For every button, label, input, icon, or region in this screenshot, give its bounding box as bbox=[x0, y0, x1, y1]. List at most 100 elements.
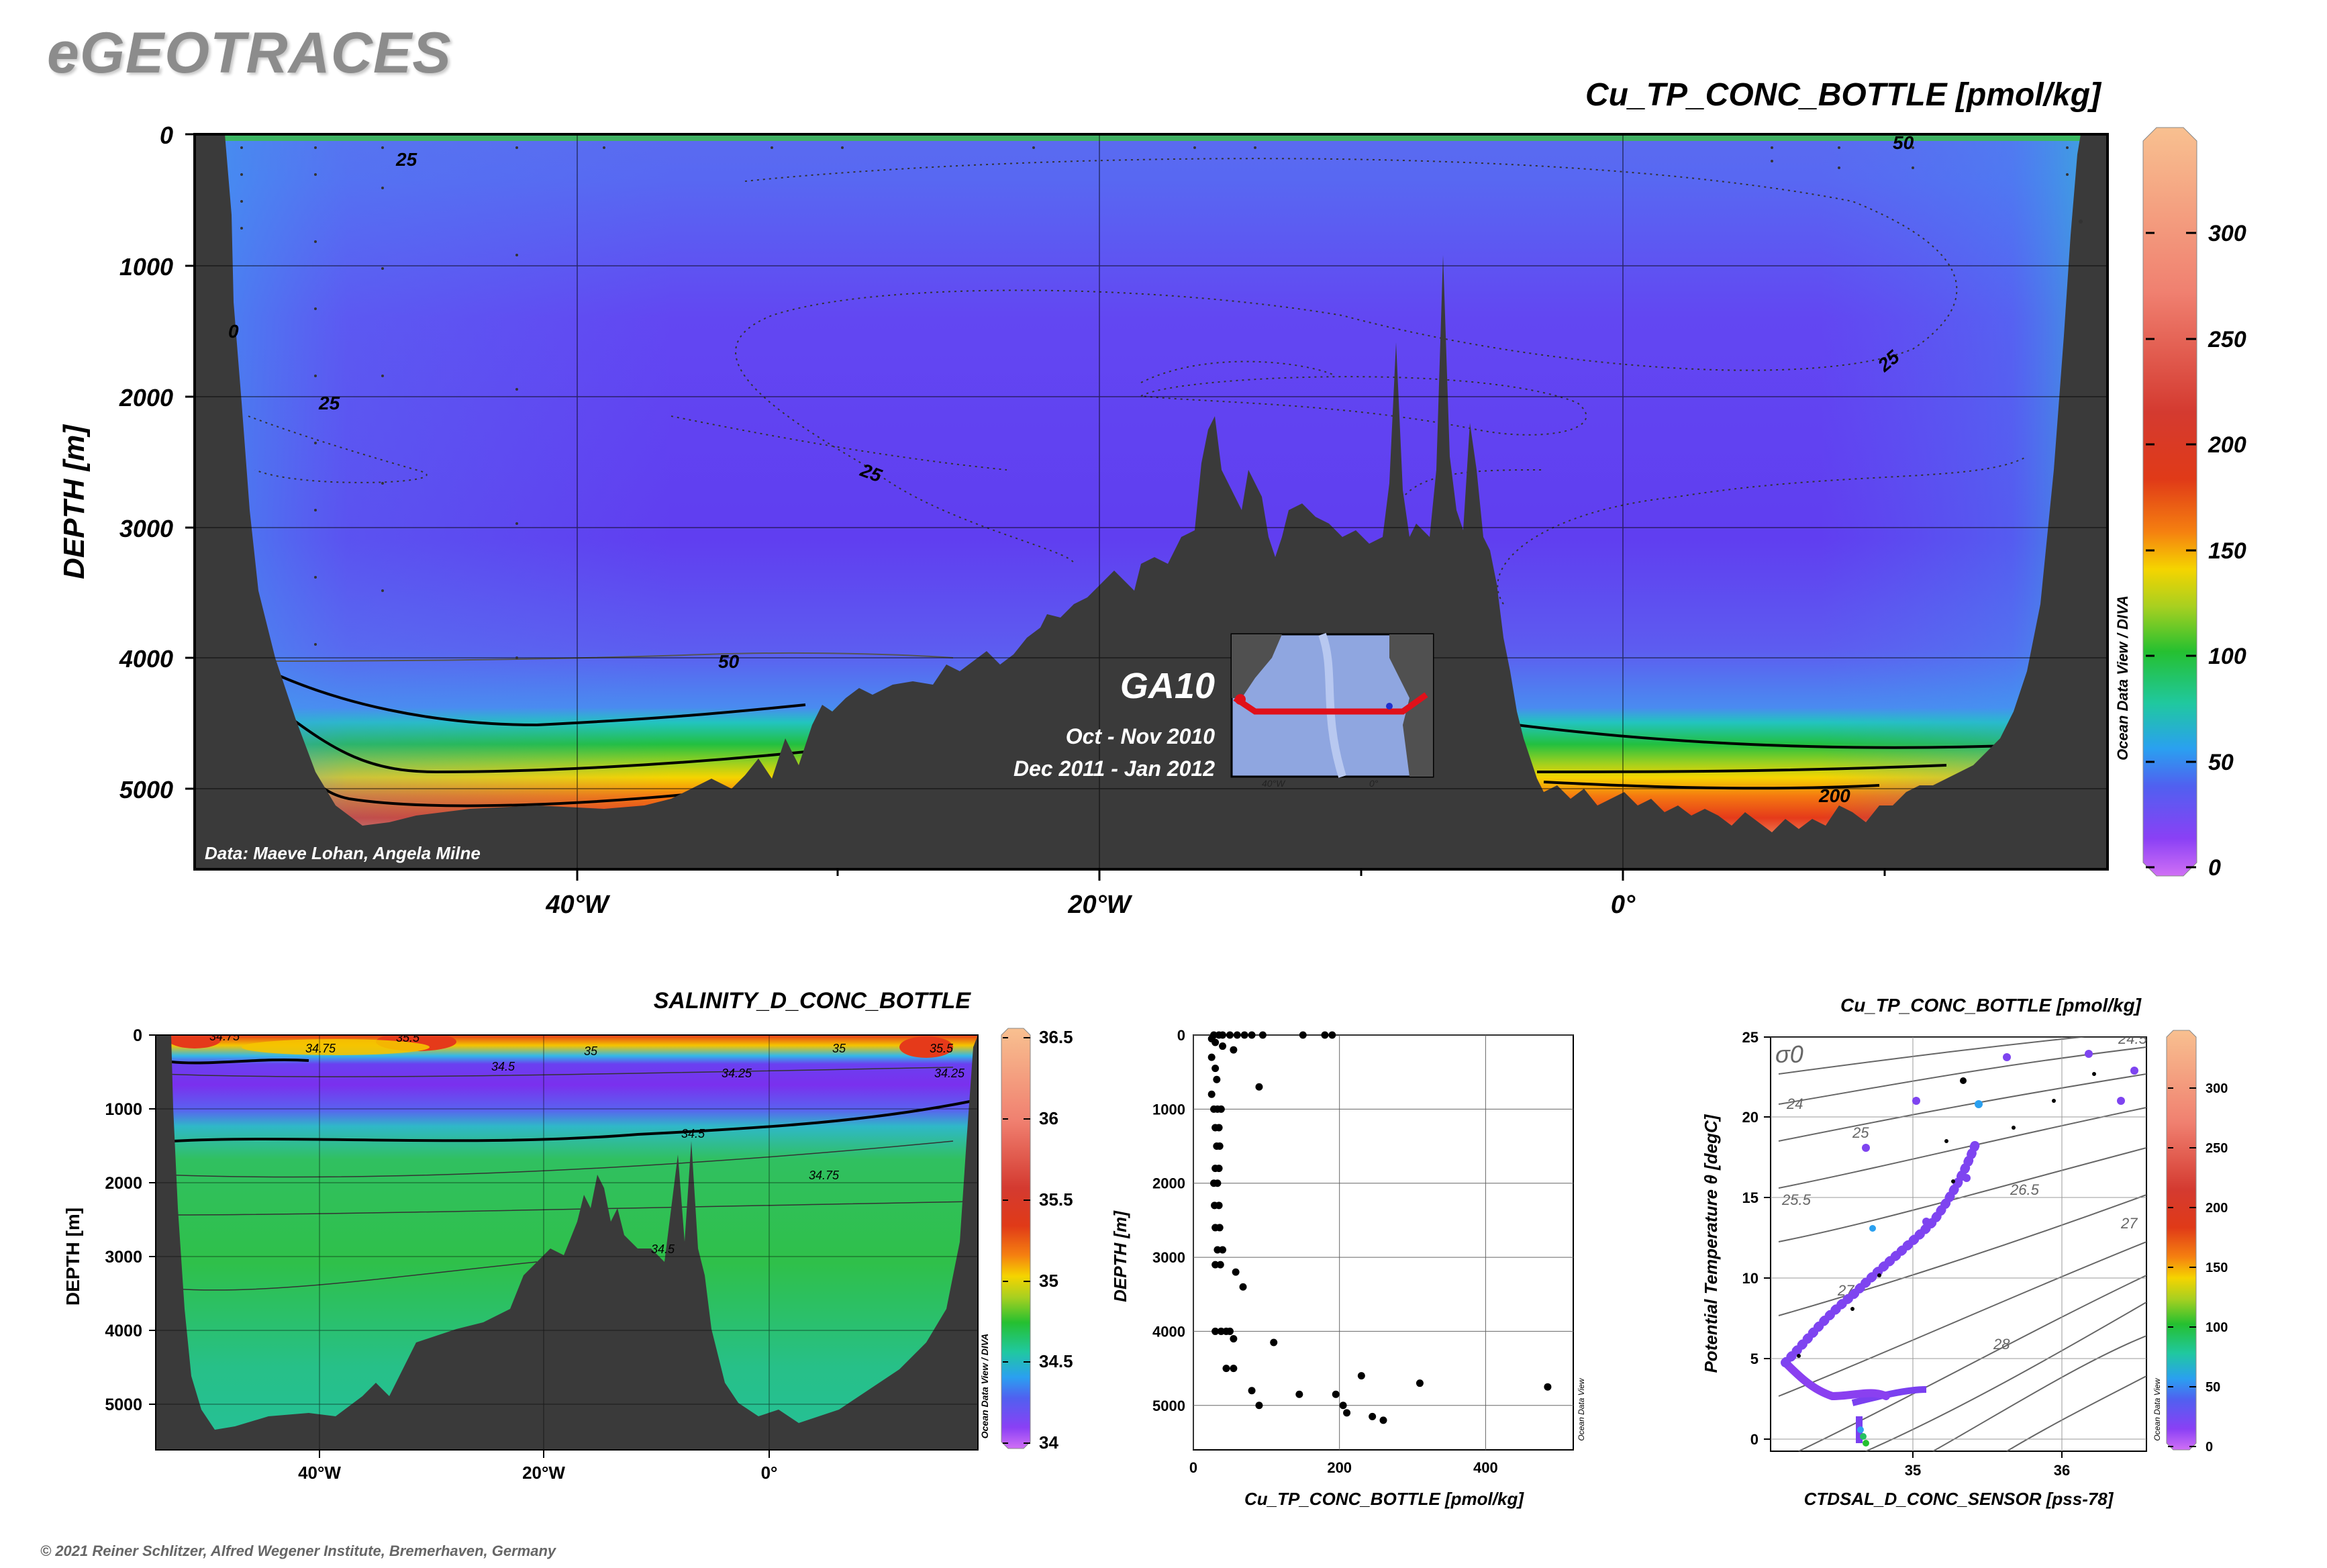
data-point bbox=[1233, 1031, 1241, 1039]
density-isolines bbox=[1778, 1037, 2146, 1451]
data-point bbox=[1215, 1202, 1223, 1210]
data-point bbox=[1258, 1031, 1267, 1039]
y-tick-label: 1000 bbox=[105, 1100, 142, 1119]
data-point bbox=[1216, 1261, 1224, 1269]
data-point bbox=[1544, 1383, 1552, 1391]
contour-label: 35.5 bbox=[396, 1031, 420, 1044]
contour-label: 34.25 bbox=[934, 1067, 965, 1080]
x-tick-label: 36 bbox=[2054, 1462, 2070, 1479]
data-point bbox=[1222, 1365, 1230, 1373]
data-point bbox=[1270, 1338, 1278, 1346]
data-point bbox=[1321, 1031, 1329, 1039]
data-point bbox=[1211, 1261, 1220, 1269]
data-point bbox=[1328, 1031, 1336, 1039]
y-tick-label: 25 bbox=[1742, 1029, 1759, 1046]
y-tick-label: 5 bbox=[1750, 1351, 1759, 1367]
y-tick-label: 1000 bbox=[1152, 1101, 1185, 1118]
x-tick-label: 0 bbox=[1189, 1459, 1197, 1476]
cruise-inset-map: 40°W 0° GA10 Oct - Nov 2010 Dec 2011 - J… bbox=[1013, 632, 1434, 789]
y-tick-label: 0 bbox=[1750, 1431, 1759, 1448]
data-point bbox=[1230, 1334, 1238, 1342]
cruise-date: Oct - Nov 2010 bbox=[1066, 724, 1216, 748]
data-point bbox=[1215, 1124, 1223, 1132]
ts-diagram-plot: σ0 24 24.5 25 25.5 26.5 27 27 28 bbox=[1701, 995, 2228, 1509]
colorbar-tick-label: 50 bbox=[2208, 750, 2234, 775]
x-tick-label: 20°W bbox=[1067, 891, 1132, 919]
depth-profile-x-axis-label: Cu_TP_CONC_BOTTLE [pmol/kg] bbox=[1244, 1489, 1524, 1509]
main-sample-dots bbox=[240, 146, 2083, 659]
y-tick-label: 0 bbox=[160, 121, 173, 149]
data-point bbox=[1211, 1327, 1220, 1335]
salinity-x-tick-labels: 40°W 20°W 0° bbox=[298, 1463, 777, 1483]
data-credit: Data: Maeve Lohan, Angela Milne bbox=[205, 843, 481, 863]
ts-axis-ticks bbox=[1764, 1036, 2063, 1458]
colorbar-tick-label: 100 bbox=[2208, 644, 2246, 669]
main-section-plot: 25 25 25 25 50 50 0 200 Data: Maeve Loha… bbox=[58, 77, 2246, 919]
x-tick-label: 20°W bbox=[522, 1463, 565, 1483]
main-y-axis-label: DEPTH [m] bbox=[58, 424, 91, 579]
colorbar-tick-label: 0 bbox=[2206, 1440, 2213, 1455]
contour-label: 35 bbox=[832, 1042, 846, 1055]
contour-label: 34.5 bbox=[651, 1242, 675, 1256]
data-point bbox=[1230, 1046, 1238, 1054]
depth-profile-frame bbox=[1193, 1034, 1574, 1451]
data-point bbox=[1240, 1031, 1248, 1039]
colorbar-tick-label: 250 bbox=[2206, 1141, 2228, 1156]
salinity-y-axis-label: DEPTH [m] bbox=[62, 1208, 83, 1306]
y-tick-label: 0 bbox=[133, 1026, 142, 1045]
colorbar-tick-label: 100 bbox=[2206, 1320, 2228, 1335]
depth-profile-y-axis-label: DEPTH [m] bbox=[1110, 1210, 1130, 1302]
data-point bbox=[1215, 1165, 1223, 1173]
salinity-section-plot: 34.75 35.5 35 34.5 34.25 34.5 34.75 34.7… bbox=[62, 988, 1073, 1483]
y-tick-label: 5000 bbox=[105, 1395, 142, 1414]
data-point bbox=[1255, 1083, 1263, 1091]
colorbar-tick-label: 250 bbox=[2208, 327, 2246, 352]
colorbar-tick-label: 36.5 bbox=[1039, 1027, 1073, 1047]
contour-label: 200 bbox=[1818, 785, 1850, 806]
contour-label: 35.5 bbox=[930, 1042, 954, 1055]
data-point bbox=[1207, 1090, 1216, 1098]
density-label: 28 bbox=[1993, 1336, 2010, 1353]
contour-label: 0 bbox=[228, 321, 239, 342]
odv-note: Ocean Data View bbox=[2152, 1377, 2162, 1440]
odv-note: Ocean Data View / DIVA bbox=[979, 1334, 990, 1438]
main-plot-frame bbox=[193, 133, 2109, 871]
data-point bbox=[1217, 1327, 1225, 1335]
y-tick-label: 1000 bbox=[119, 253, 173, 281]
data-point bbox=[1379, 1416, 1387, 1424]
data-point bbox=[1239, 1283, 1247, 1291]
ts-y-axis-label: Potential Temperature θ [degC] bbox=[1701, 1114, 1721, 1373]
inset-tick-label: 0° bbox=[1369, 778, 1379, 789]
y-tick-label: 0 bbox=[1177, 1027, 1185, 1044]
colorbar-tick-label: 50 bbox=[2206, 1380, 2220, 1395]
y-tick-label: 20 bbox=[1742, 1109, 1759, 1126]
ts-y-tick-labels: 0 5 10 15 20 25 bbox=[1742, 1029, 1759, 1448]
data-point bbox=[1226, 1031, 1234, 1039]
x-tick-label: 40°W bbox=[298, 1463, 341, 1483]
x-tick-label: 0° bbox=[761, 1463, 778, 1483]
y-tick-label: 4000 bbox=[1152, 1323, 1185, 1340]
data-point bbox=[1214, 1179, 1222, 1187]
salinity-grid bbox=[156, 1035, 978, 1450]
data-point bbox=[1248, 1031, 1256, 1039]
colorbar-tick-label: 34 bbox=[1039, 1432, 1058, 1453]
density-label: 25.5 bbox=[1781, 1191, 1812, 1208]
contour-label: 34.5 bbox=[491, 1060, 515, 1073]
ts-x-tick-labels: 35 36 bbox=[1905, 1462, 2070, 1479]
odv-note: Ocean Data View bbox=[1577, 1377, 1586, 1440]
colorbar-tick-label: 150 bbox=[2208, 538, 2246, 564]
y-tick-label: 5000 bbox=[1152, 1398, 1185, 1414]
contour-label: 25 bbox=[395, 149, 417, 170]
data-point bbox=[1232, 1268, 1240, 1276]
data-point bbox=[1214, 1246, 1222, 1254]
y-tick-label: 5000 bbox=[119, 776, 173, 803]
colorbar-tick-label: 300 bbox=[2206, 1081, 2228, 1096]
data-point bbox=[1357, 1372, 1365, 1380]
ts-scatter-points bbox=[1781, 1050, 2138, 1447]
data-point bbox=[1216, 1224, 1224, 1232]
contour-label: 34.75 bbox=[809, 1169, 840, 1182]
data-point bbox=[1213, 1075, 1221, 1083]
depth-profile-points bbox=[1207, 1031, 1552, 1424]
y-tick-label: 2000 bbox=[1152, 1175, 1185, 1192]
